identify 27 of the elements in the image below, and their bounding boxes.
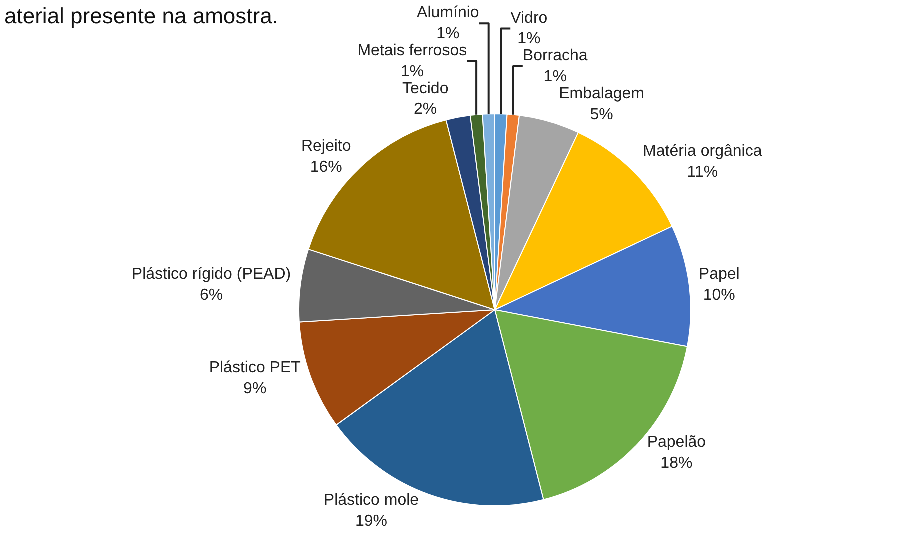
data-label: 16% xyxy=(310,158,342,176)
slice-label: Plástico rígido (PEAD) xyxy=(132,266,292,284)
slice-label: Rejeito xyxy=(301,138,352,156)
data-label: 11% xyxy=(687,164,718,181)
slice-label: Papelão xyxy=(647,434,706,452)
slice-label: Papel xyxy=(698,266,740,284)
data-label: 5% xyxy=(590,106,614,124)
slice-label: Tecido xyxy=(402,80,449,98)
slice-label: Borracha xyxy=(522,48,588,65)
data-label: 2% xyxy=(414,101,438,118)
slice-label: Metais ferrosos xyxy=(358,42,468,60)
slice-label: Alumínio xyxy=(417,4,480,22)
slice-label: Embalagem xyxy=(559,85,645,102)
slice-label: Plástico PET xyxy=(209,360,302,377)
chart-title: aterial presente na amostra. xyxy=(4,3,278,28)
slice-label: Vidro xyxy=(510,10,548,27)
data-label: 1% xyxy=(518,30,541,48)
slice-label: Matéria orgânica xyxy=(643,143,762,160)
data-label: 19% xyxy=(355,513,388,530)
slice-label: Plástico mole xyxy=(324,492,420,510)
data-label: 1% xyxy=(544,68,567,86)
data-label: 10% xyxy=(703,287,736,304)
data-label: 1% xyxy=(400,63,424,80)
data-label: 9% xyxy=(244,380,267,398)
data-label: 1% xyxy=(436,26,460,43)
data-label: 18% xyxy=(660,454,693,472)
data-label: 6% xyxy=(200,287,224,304)
